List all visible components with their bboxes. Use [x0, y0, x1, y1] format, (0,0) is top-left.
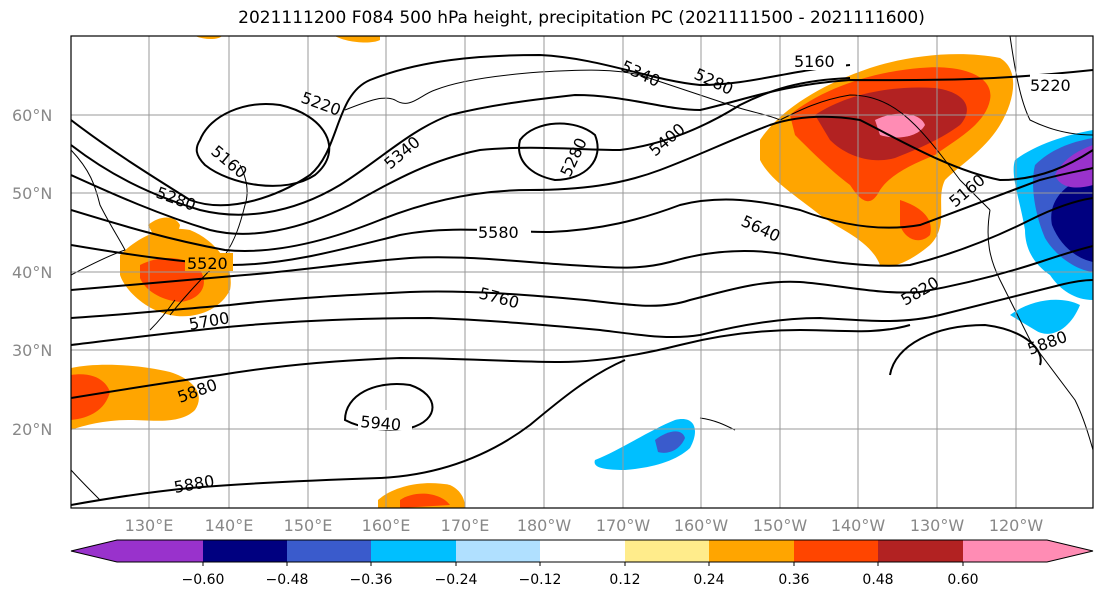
- colorbar-bin: [456, 540, 540, 562]
- lat-label-30n: 30°N: [12, 341, 52, 360]
- colorbar-bin: [540, 540, 625, 562]
- lon-label-130e: 130°E: [125, 516, 174, 535]
- colorbar-bin: [371, 540, 456, 562]
- lon-label-170e: 170°E: [441, 516, 490, 535]
- lon-label-150w: 150°W: [753, 516, 808, 535]
- lat-label-40n: 40°N: [12, 263, 52, 282]
- map-title: 2021111200 F084 500 hPa height, precipit…: [238, 8, 925, 28]
- colorbar-tick-label: −0.36: [350, 572, 393, 588]
- colorbar-max-extend: [1047, 540, 1093, 562]
- latitude-labels: 60°N 50°N 40°N 30°N 20°N: [12, 106, 52, 439]
- graticule: [71, 36, 1093, 508]
- lon-label-150e: 150°E: [284, 516, 333, 535]
- colorbar-bin: [794, 540, 878, 562]
- lon-label-140w: 140°W: [831, 516, 886, 535]
- colorbar-tick-label: 0.48: [862, 572, 893, 588]
- contour-label-5520: 5520: [187, 254, 228, 273]
- contour-label-5580: 5580: [478, 223, 519, 242]
- lat-label-50n: 50°N: [12, 184, 52, 203]
- colorbar: −0.60 −0.48 −0.36 −0.24 −0.12 0.12 0.24 …: [70, 539, 1094, 588]
- colorbar-tick-label: 0.60: [947, 572, 978, 588]
- lat-label-60n: 60°N: [12, 106, 52, 125]
- colorbar-bin: [709, 540, 794, 562]
- longitude-labels: 130°E 140°E 150°E 160°E 170°E 180°W 170°…: [125, 516, 1044, 535]
- colorbar-outline: [70, 539, 1094, 563]
- lon-label-180w: 180°W: [517, 516, 572, 535]
- colorbar-tick-marks: [202, 562, 964, 566]
- colorbar-bin: [117, 540, 203, 562]
- lon-label-120w: 120°W: [989, 516, 1044, 535]
- colorbar-tick-label: −0.48: [266, 572, 309, 588]
- colorbar-bin: [625, 540, 709, 562]
- colorbar-bin: [287, 540, 371, 562]
- colorbar-tick-label: −0.60: [182, 572, 225, 588]
- colorbar-bin: [963, 540, 1047, 562]
- colorbar-tick-label: −0.24: [435, 572, 478, 588]
- lon-label-160e: 160°E: [362, 516, 411, 535]
- colorbar-tick-label: −0.12: [519, 572, 562, 588]
- contour-label-5160: 5160: [794, 52, 835, 71]
- lon-label-140e: 140°E: [205, 516, 254, 535]
- colorbar-bin: [878, 540, 963, 562]
- lat-label-20n: 20°N: [12, 420, 52, 439]
- colorbar-tick-label: 0.12: [609, 572, 640, 588]
- map-frame: [70, 35, 1094, 509]
- contour-label-5940: 5940: [360, 412, 402, 434]
- lon-label-130w: 130°W: [910, 516, 965, 535]
- height-contours: [71, 53, 1093, 506]
- lon-label-170w: 170°W: [596, 516, 651, 535]
- contour-label-5220: 5220: [1030, 76, 1071, 95]
- colorbar-tick-label: 0.24: [693, 572, 724, 588]
- colorbar-bin: [203, 540, 287, 562]
- lon-label-160w: 160°W: [674, 516, 729, 535]
- colorbar-min-extend: [71, 540, 117, 562]
- colorbar-tick-label: 0.36: [778, 572, 809, 588]
